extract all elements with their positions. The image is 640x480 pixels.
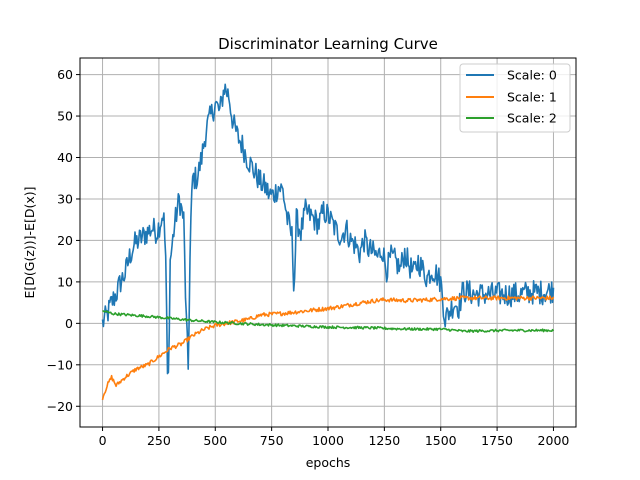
y-axis-label: E[D(G(z))]-E[D(x)]: [22, 187, 37, 299]
y-tick-label: −10: [47, 357, 73, 372]
legend-label-scale-0: Scale: 0: [507, 68, 557, 83]
x-tick-label: 250: [147, 433, 171, 448]
legend-label-scale-2: Scale: 2: [507, 111, 557, 126]
y-tick-label: 50: [57, 109, 73, 124]
y-tick-label: 0: [65, 316, 73, 331]
x-tick-label: 2000: [538, 433, 570, 448]
x-axis: 0 250 500 750 1000 1250 1500 1750 2000: [99, 427, 570, 448]
x-axis-label: epochs: [306, 455, 351, 470]
y-tick-label: 10: [57, 274, 73, 289]
chart-title: Discriminator Learning Curve: [218, 35, 438, 53]
y-tick-label: 40: [57, 150, 73, 165]
legend-label-scale-1: Scale: 1: [507, 90, 557, 105]
y-tick-label: 30: [57, 191, 73, 206]
series-line-scale-1: [101, 295, 555, 401]
y-tick-label: 60: [57, 67, 73, 82]
x-tick-label: 1000: [312, 433, 344, 448]
x-tick-label: 1500: [425, 433, 457, 448]
y-tick-label: −20: [47, 399, 73, 414]
y-axis: −20 −10 0 10 20 30 40 50 60: [47, 67, 80, 414]
x-tick-label: 1750: [481, 433, 513, 448]
legend: Scale: 0 Scale: 1 Scale: 2: [459, 63, 571, 133]
x-tick-label: 1250: [368, 433, 400, 448]
x-tick-label: 750: [260, 433, 284, 448]
plot-area: [101, 83, 555, 401]
y-tick-label: 20: [57, 233, 73, 248]
grid-lines: [80, 58, 576, 427]
series-line-scale-0: [101, 83, 555, 375]
x-tick-label: 0: [99, 433, 107, 448]
series-line-scale-2: [102, 310, 555, 334]
legend-box: [459, 63, 571, 133]
x-tick-label: 500: [203, 433, 227, 448]
